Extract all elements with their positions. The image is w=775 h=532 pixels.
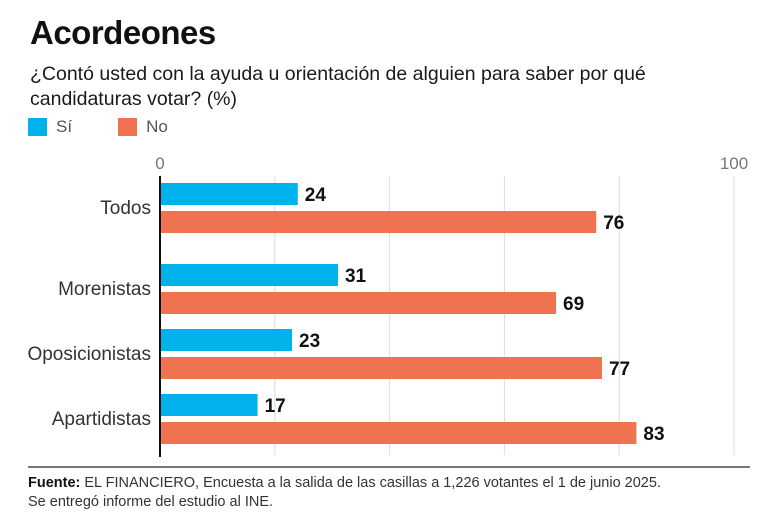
bar-oposicionistas-no: [160, 357, 602, 379]
bar-todos-no: [160, 211, 597, 233]
legend: Sí No: [28, 117, 214, 137]
bar-oposicionistas-si: [160, 329, 293, 351]
chart-title: Acordeones: [30, 14, 216, 51]
source-line-2: Se entregó informe del estudio al INE.: [28, 494, 274, 510]
bar-morenistas-no: [160, 292, 557, 314]
value-label-oposicionistas-si: 23: [299, 331, 320, 352]
legend-swatch-no: [118, 118, 138, 136]
legend-label-si: Sí: [56, 117, 73, 136]
bar-todos-si: [160, 183, 298, 205]
value-label-oposicionistas-no: 77: [609, 359, 630, 380]
category-label-morenistas: Morenistas: [58, 279, 151, 300]
bar-apartidistas-si: [160, 394, 258, 416]
legend-item-si: Sí: [28, 117, 72, 137]
bar-apartidistas-no: [160, 422, 637, 444]
value-label-apartidistas-no: 83: [643, 424, 664, 445]
chart-subtitle: ¿Contó usted con la ayuda u orientación …: [30, 63, 646, 110]
bar-morenistas-si: [160, 264, 338, 286]
footer-divider: [28, 466, 750, 468]
value-label-todos-si: 24: [305, 185, 327, 206]
source-line-1: EL FINANCIERO, Encuesta a la salida de l…: [84, 475, 661, 491]
value-label-todos-no: 76: [603, 213, 624, 234]
value-label-morenistas-si: 31: [345, 266, 367, 287]
x-tick-label-0: 0: [155, 154, 164, 173]
category-label-apartidistas: Apartidistas: [52, 409, 151, 430]
value-label-apartidistas-si: 17: [265, 396, 286, 417]
legend-label-no: No: [146, 117, 168, 136]
category-label-oposicionistas: Oposicionistas: [27, 344, 151, 365]
legend-swatch-si: [28, 118, 47, 136]
source-label: Fuente:: [28, 475, 81, 491]
value-label-morenistas-no: 69: [563, 294, 584, 315]
x-tick-label-100: 100: [720, 154, 748, 173]
legend-item-no: No: [118, 117, 168, 137]
category-label-todos: Todos: [100, 198, 151, 219]
source-note: Fuente: EL FINANCIERO, Encuesta a la sal…: [28, 474, 661, 512]
